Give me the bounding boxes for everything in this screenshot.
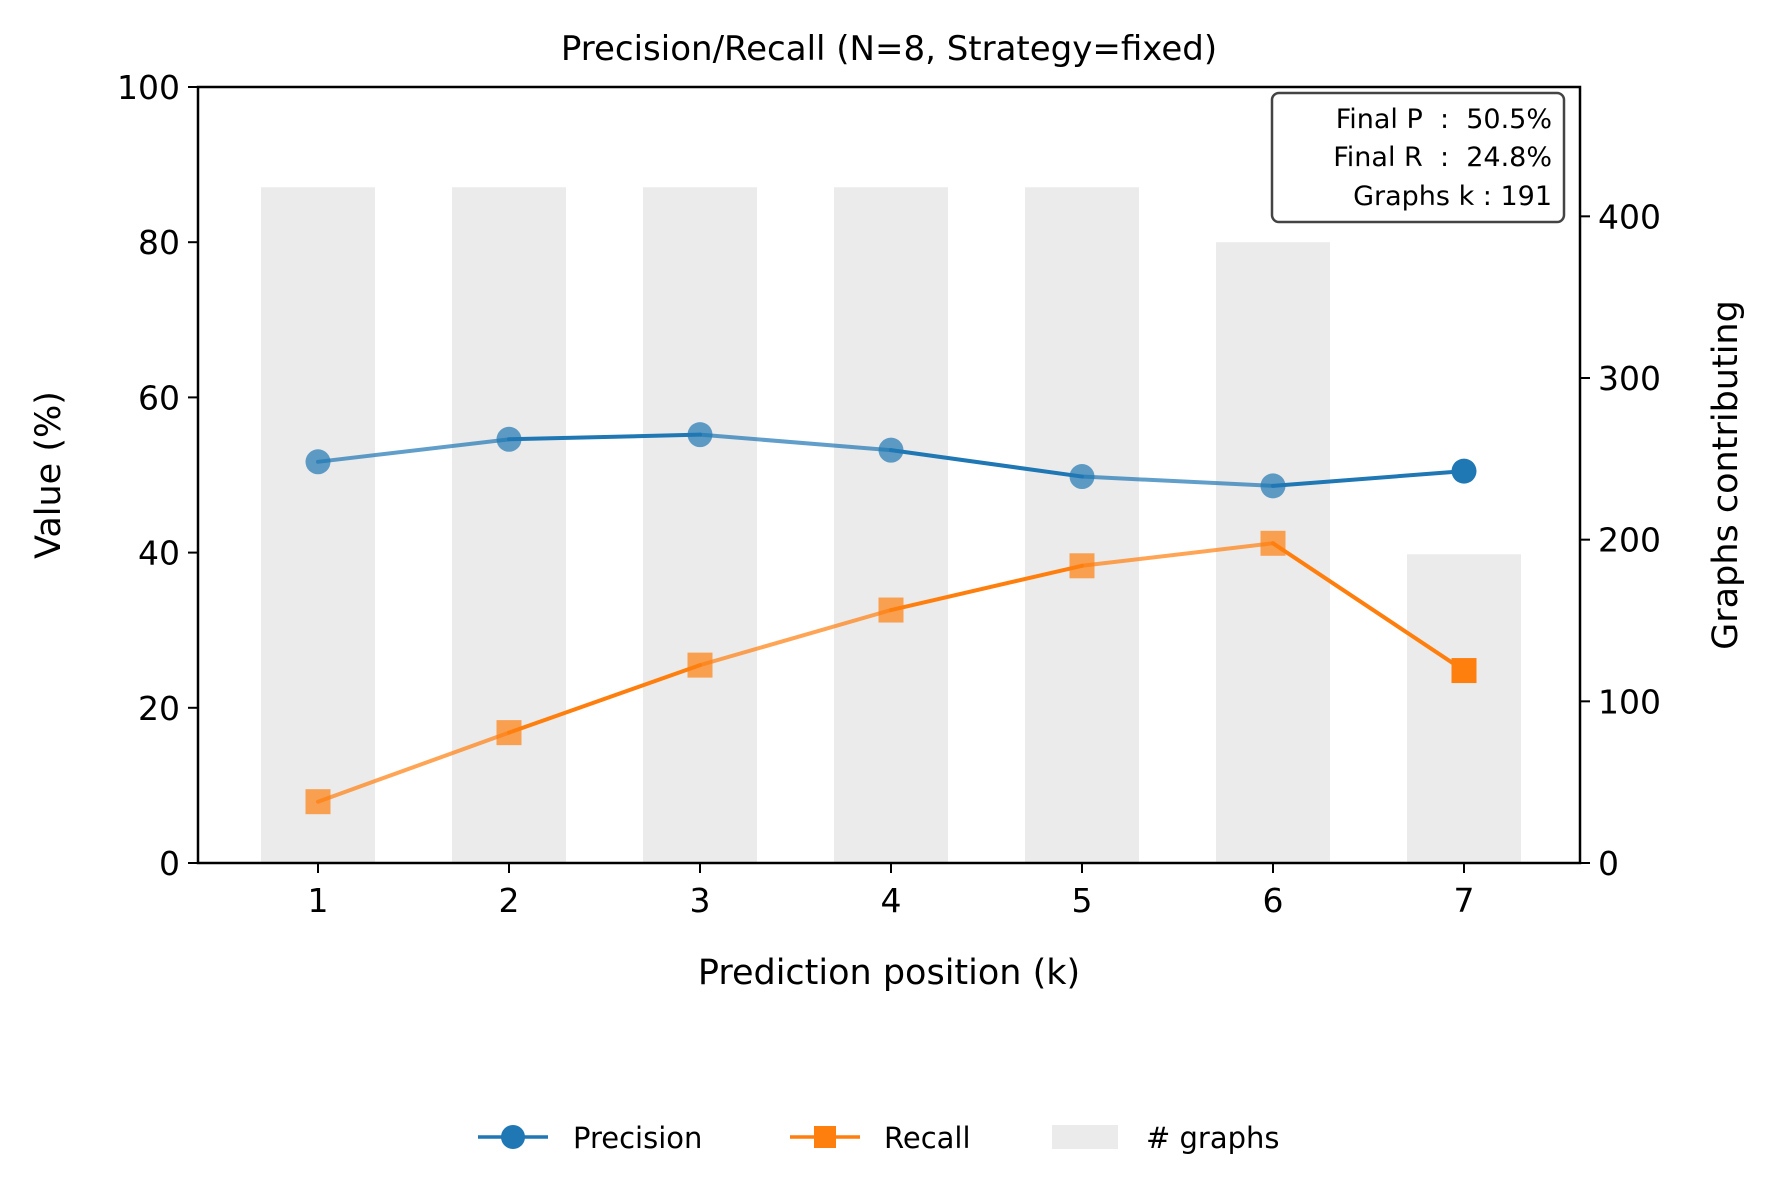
precision-point [1451, 458, 1477, 484]
y2-tick-label: 400 [1598, 197, 1661, 236]
legend: Precision Recall # graphs [478, 1121, 1280, 1155]
precision-segment [1080, 474, 1275, 488]
recall-point [496, 720, 522, 746]
precision-segment [1271, 469, 1466, 488]
precision-segment [316, 437, 511, 464]
precision-point [496, 426, 522, 452]
precision-segment [507, 432, 702, 442]
info-box: Final P : 50.5% Final R : 24.8% Graphs k… [1270, 91, 1566, 224]
legend-precision-label: Precision [573, 1121, 702, 1155]
precision-point [878, 437, 904, 463]
legend-recall-marker [814, 1126, 836, 1148]
precision-segment [889, 448, 1084, 479]
legend-graphs-swatch [1052, 1125, 1118, 1149]
y-tick-label: 40 [138, 534, 180, 573]
graphs-bar [1407, 554, 1521, 863]
recall-point [1260, 530, 1286, 556]
recall-segment [507, 663, 702, 735]
x-tick-label: 3 [690, 881, 711, 920]
x-tick-label: 7 [1454, 881, 1475, 920]
y2-tick-label: 200 [1598, 521, 1661, 560]
plot-frame [196, 85, 1582, 865]
recall-segment [889, 563, 1084, 613]
recall-point [878, 597, 904, 623]
y-tick-label: 60 [138, 378, 180, 417]
graphs-bar [1025, 187, 1139, 863]
recall-segment [316, 730, 511, 804]
legend-precision-marker [501, 1125, 525, 1149]
x-tick-label: 5 [1072, 881, 1093, 920]
recall-point [687, 652, 713, 678]
info-graphs-k: Graphs k : 191 [1353, 181, 1552, 212]
y2-tick-label: 0 [1598, 844, 1619, 883]
graphs-bar [643, 187, 757, 863]
y-tick-label: 100 [117, 68, 180, 107]
x-axis-label: Prediction position (k) [698, 953, 1080, 993]
info-box-frame [1270, 91, 1566, 224]
precision-segment [698, 432, 893, 453]
precision-point [305, 449, 331, 475]
axes-layer: 1 2 3 4 5 6 7 0 20 40 60 80 100 0 100 200 300 400 [117, 68, 1661, 920]
precision-point [1069, 464, 1095, 490]
graphs-bar [261, 187, 375, 863]
recall-segment [1080, 541, 1275, 568]
recall-segment [698, 608, 893, 668]
graphs-bar [834, 187, 948, 863]
info-final-precision: Final P : 50.5% [1336, 104, 1552, 135]
chart-title: Precision/Recall (N=8, Strategy=fixed) [561, 29, 1217, 69]
x-tick-label: 2 [499, 881, 520, 920]
legend-recall-label: Recall [884, 1121, 971, 1155]
precision-point [1260, 473, 1286, 499]
recall-point [305, 789, 331, 815]
y2-tick-label: 300 [1598, 359, 1661, 398]
y2-tick-label: 100 [1598, 682, 1661, 721]
y2-axis-label: Graphs contributing [1706, 300, 1746, 650]
series-layer [305, 422, 1477, 815]
graphs-bar [452, 187, 566, 863]
x-tick-label: 6 [1263, 881, 1284, 920]
y-tick-label: 0 [159, 844, 180, 883]
info-final-recall: Final R : 24.8% [1333, 142, 1552, 173]
y-axis-label: Value (%) [29, 391, 69, 559]
precision-point [687, 422, 713, 448]
recall-point [1451, 658, 1477, 684]
y-tick-label: 80 [138, 223, 180, 262]
recall-point [1069, 553, 1095, 579]
recall-segment [1271, 541, 1466, 673]
bars-layer [261, 187, 1521, 863]
y-tick-label: 20 [138, 689, 180, 728]
x-tick-label: 1 [308, 881, 329, 920]
x-tick-label: 4 [881, 881, 902, 920]
legend-graphs-label: # graphs [1146, 1121, 1280, 1155]
